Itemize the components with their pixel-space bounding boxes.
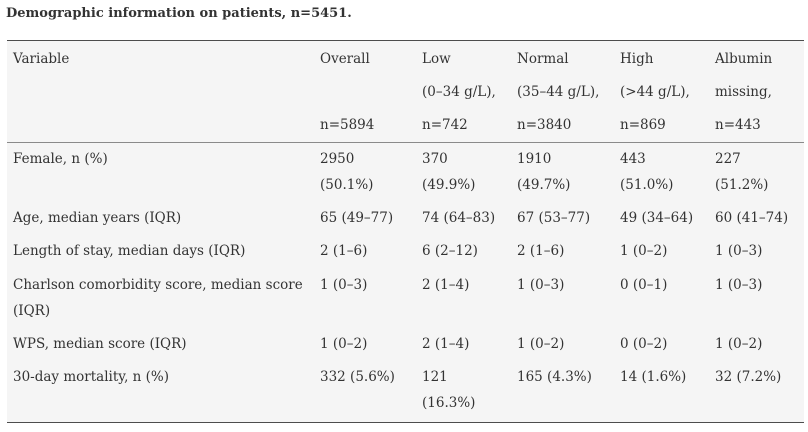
- header-divider: [7, 142, 804, 143]
- cell-female-overall-pct: (50.1%): [320, 177, 374, 193]
- cell-female-overall: 2950: [320, 151, 355, 167]
- row-label-age: Age, median years (IQR): [13, 210, 182, 226]
- cell-mortality-low: 121: [422, 369, 448, 385]
- row-label-wps: WPS, median score (IQR): [13, 336, 187, 352]
- cell-age-overall: 65 (49–77): [320, 210, 394, 226]
- cell-charlson-high: 0 (0–1): [620, 277, 668, 293]
- cell-wps-high: 0 (0–2): [620, 336, 668, 352]
- header-overall: Overall: [320, 51, 370, 67]
- cell-charlson-missing: 1 (0–3): [715, 277, 763, 293]
- header-normal: Normal: [517, 51, 569, 67]
- header-low-n: n=742: [422, 117, 468, 133]
- header-high: High: [620, 51, 654, 67]
- row-label-length-of-stay: Length of stay, median days (IQR): [13, 243, 246, 259]
- cell-female-high-pct: (51.0%): [620, 177, 674, 193]
- demographics-table: Variable Overall n=5894 Low (0–34 g/L), …: [7, 40, 804, 423]
- header-high-range: (>44 g/L),: [620, 84, 690, 100]
- cell-female-low-pct: (49.9%): [422, 177, 476, 193]
- header-missing: Albumin: [715, 51, 773, 67]
- header-variable: Variable: [13, 51, 70, 67]
- cell-age-high: 49 (34–64): [620, 210, 694, 226]
- cell-charlson-normal: 1 (0–3): [517, 277, 565, 293]
- cell-female-low: 370: [422, 151, 448, 167]
- cell-los-high: 1 (0–2): [620, 243, 668, 259]
- cell-wps-normal: 1 (0–2): [517, 336, 565, 352]
- cell-wps-overall: 1 (0–2): [320, 336, 368, 352]
- cell-mortality-low-pct: (16.3%): [422, 395, 476, 411]
- row-label-mortality: 30-day mortality, n (%): [13, 369, 170, 385]
- cell-mortality-high: 14 (1.6%): [620, 369, 687, 385]
- header-normal-range: (35–44 g/L),: [517, 84, 600, 100]
- cell-age-missing: 60 (41–74): [715, 210, 789, 226]
- cell-age-low: 74 (64–83): [422, 210, 496, 226]
- cell-los-low: 6 (2–12): [422, 243, 478, 259]
- cell-wps-low: 2 (1–4): [422, 336, 470, 352]
- cell-female-normal-pct: (49.7%): [517, 177, 571, 193]
- cell-age-normal: 67 (53–77): [517, 210, 591, 226]
- cell-los-missing: 1 (0–3): [715, 243, 763, 259]
- cell-wps-missing: 1 (0–2): [715, 336, 763, 352]
- row-label-charlson-cont: (IQR): [13, 303, 51, 319]
- cell-female-high: 443: [620, 151, 646, 167]
- table-title: Demographic information on patients, n=5…: [6, 6, 352, 21]
- cell-female-normal: 1910: [517, 151, 552, 167]
- cell-female-missing-pct: (51.2%): [715, 177, 769, 193]
- header-missing-sub: missing,: [715, 84, 772, 100]
- cell-female-missing: 227: [715, 151, 741, 167]
- row-label-female: Female, n (%): [13, 151, 108, 167]
- header-overall-n: n=5894: [320, 117, 375, 133]
- header-low-range: (0–34 g/L),: [422, 84, 496, 100]
- header-missing-n: n=443: [715, 117, 761, 133]
- header-low: Low: [422, 51, 451, 67]
- header-high-n: n=869: [620, 117, 666, 133]
- cell-mortality-overall: 332 (5.6%): [320, 369, 395, 385]
- header-normal-n: n=3840: [517, 117, 572, 133]
- cell-charlson-overall: 1 (0–3): [320, 277, 368, 293]
- cell-mortality-missing: 32 (7.2%): [715, 369, 782, 385]
- cell-los-normal: 2 (1–6): [517, 243, 565, 259]
- cell-los-overall: 2 (1–6): [320, 243, 368, 259]
- cell-mortality-normal: 165 (4.3%): [517, 369, 592, 385]
- row-label-charlson: Charlson comorbidity score, median score: [13, 277, 303, 293]
- cell-charlson-low: 2 (1–4): [422, 277, 470, 293]
